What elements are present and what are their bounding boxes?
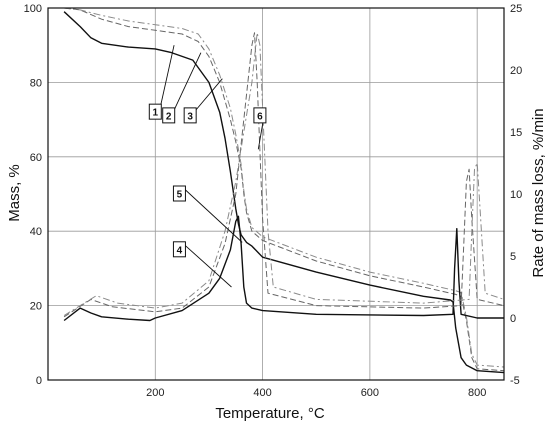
series-line-4: [63, 215, 504, 322]
y-right-tick-label: 15: [510, 127, 522, 139]
axes-frame: [47, 7, 505, 381]
y-left-tick-label: 80: [30, 77, 42, 89]
x-tick-label: 400: [253, 387, 271, 399]
callout-box: [172, 185, 186, 202]
plot-frame: [47, 7, 505, 381]
y-left-tick-label: 20: [30, 301, 42, 313]
callout-label: 3: [187, 111, 193, 122]
callout-label: 4: [177, 245, 183, 256]
y-left-tick-label: 0: [36, 375, 42, 387]
y-right-tick-label: 20: [510, 65, 522, 77]
series-line-5: [63, 32, 505, 318]
y-right-tick-label: 0: [510, 313, 516, 325]
x-axis-title: Temperature, °C: [215, 405, 325, 422]
callout-box: [183, 107, 197, 124]
y-left-tick-label: 40: [30, 226, 42, 238]
series-line-6: [63, 32, 505, 316]
callout-box: [162, 107, 176, 124]
y-left-tick-label: 60: [30, 152, 42, 164]
callout-label: 5: [177, 190, 183, 201]
series-layer: [63, 7, 505, 374]
callout-leader: [159, 45, 175, 108]
x-tick-label: 200: [146, 387, 164, 399]
y-left-tick-labels: 0 20 40 60 80 100: [24, 3, 42, 387]
y-right-tick-labels: -5 0 5 10 15 20 25: [510, 3, 522, 387]
grid-lines: [48, 8, 504, 380]
series-callouts: 1 2 3 4 5 6: [148, 45, 267, 288]
callout-label: 1: [153, 108, 159, 119]
plot-area: [48, 8, 504, 380]
callout-box: [148, 103, 162, 120]
callout-label: 6: [257, 111, 263, 122]
series-line-3: [64, 7, 505, 368]
x-tick-label: 800: [468, 387, 486, 399]
y-left-axis-title: Mass, %: [6, 164, 23, 222]
callout-box: [253, 107, 267, 124]
y-right-tick-label: -5: [510, 375, 520, 387]
x-tick-label: 600: [361, 387, 379, 399]
callout-leader: [184, 188, 243, 243]
y-right-tick-label: 10: [510, 189, 522, 201]
callout-label: 2: [166, 111, 172, 122]
callout-box: [172, 241, 186, 258]
x-tick-labels: 200 400 600 800: [146, 387, 486, 399]
callout-leader: [173, 52, 202, 112]
callout-leader: [194, 78, 223, 112]
plot-background: [48, 8, 504, 380]
y-right-tick-label: 5: [510, 251, 516, 263]
y-left-tick-label: 100: [24, 3, 42, 15]
callout-leader: [184, 244, 232, 288]
y-right-axis-title: Rate of mass loss, %/min: [530, 108, 547, 277]
y-right-tick-label: 25: [510, 3, 522, 15]
